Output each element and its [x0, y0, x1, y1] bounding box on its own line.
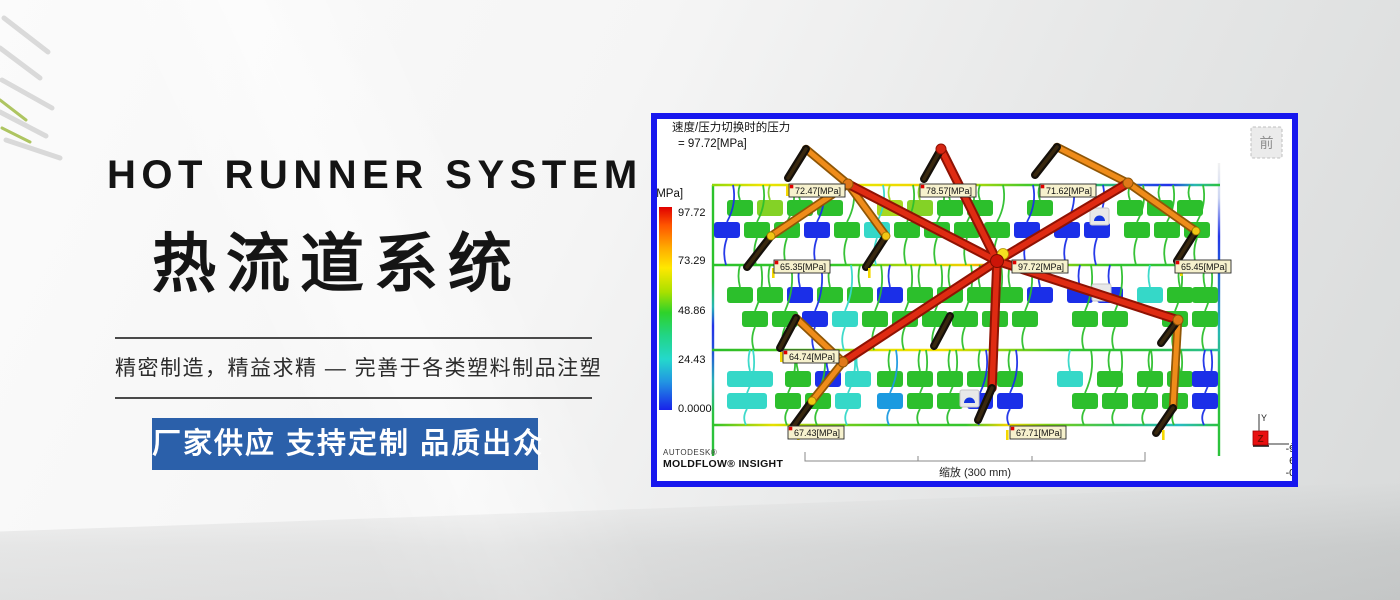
probe-label: 72.47[MPa]: [788, 183, 846, 198]
svg-text:78.57[MPa]: 78.57[MPa]: [926, 186, 972, 196]
svg-text:-9: -9: [1286, 443, 1295, 455]
svg-text:67.43[MPa]: 67.43[MPa]: [794, 428, 840, 438]
svg-text:97.72: 97.72: [678, 207, 706, 219]
moldflow-simulation-panel: 72.47[MPa] 78.57[MPa] 71.62[MPa] 65.35[MPa]…: [651, 113, 1298, 487]
hero-title-en: HOT RUNNER SYSTEM: [107, 153, 643, 197]
probe-label: 67.71[MPa]: [1009, 425, 1067, 440]
autodesk-brand: AUTODESK®: [663, 448, 717, 457]
z-axis-indicator: [1252, 430, 1269, 446]
svg-text:65.35[MPa]: 65.35[MPa]: [780, 262, 826, 272]
legend-unit-label: [MPa]: [653, 188, 683, 200]
plot-title-line1: 速度/压力切换时的压力: [672, 120, 790, 134]
svg-text:24.43: 24.43: [678, 354, 706, 366]
axis-z-label: Z: [1257, 434, 1263, 445]
probe-label: 65.35[MPa]: [773, 259, 831, 274]
svg-text:48.86: 48.86: [678, 305, 706, 317]
probe-label: 65.45[MPa]: [1174, 259, 1232, 274]
svg-text:97.72[MPa]: 97.72[MPa]: [1018, 262, 1064, 272]
front-view-button-label: 前: [1260, 135, 1274, 151]
svg-text:67.71[MPa]: 67.71[MPa]: [1016, 428, 1062, 438]
hero-title-zh: 热流道系统: [152, 228, 522, 300]
scale-label: 缩放 (300 mm): [939, 465, 1011, 479]
hero-divider-block: 精密制造，精益求精 — 完善于各类塑料制品注塑: [115, 337, 603, 399]
probe-label: 71.62[MPa]: [1039, 183, 1097, 198]
panel-border: [651, 113, 1298, 487]
probe-label: 67.43[MPa]: [787, 425, 845, 440]
background-bottom-shade: [0, 482, 1400, 600]
axis-y-label: Y: [1261, 413, 1267, 423]
probe-label: 78.57[MPa]: [919, 183, 977, 198]
svg-text:-0: -0: [1286, 467, 1295, 479]
cta-button[interactable]: 厂家供应 支持定制 品质出众: [152, 418, 542, 470]
probe-label: 97.72[MPa]: [1011, 259, 1069, 274]
front-view-button[interactable]: 前: [1250, 126, 1283, 159]
runner-arms: [743, 142, 1201, 437]
probe-label: 64.74[MPa]: [782, 349, 840, 364]
plot-title-line2: = 97.72[MPa]: [678, 138, 747, 150]
svg-text:71.62[MPa]: 71.62[MPa]: [1046, 186, 1092, 196]
svg-text:73.29: 73.29: [678, 255, 706, 267]
scale-ruler: 缩放 (300 mm): [804, 452, 1146, 479]
hero-subtitle: 精密制造，精益求精 — 完善于各类塑料制品注塑: [115, 357, 603, 380]
svg-text:72.47[MPa]: 72.47[MPa]: [795, 186, 841, 196]
probe-labels: 72.47[MPa] 78.57[MPa] 71.62[MPa] 65.35[MPa]…: [773, 183, 1232, 440]
svg-text:0.0000: 0.0000: [678, 403, 712, 415]
svg-text:64.74[MPa]: 64.74[MPa]: [789, 352, 835, 362]
svg-text:65.45[MPa]: 65.45[MPa]: [1181, 262, 1227, 272]
moldflow-insight-brand: MOLDFLOW® INSIGHT: [663, 458, 783, 470]
